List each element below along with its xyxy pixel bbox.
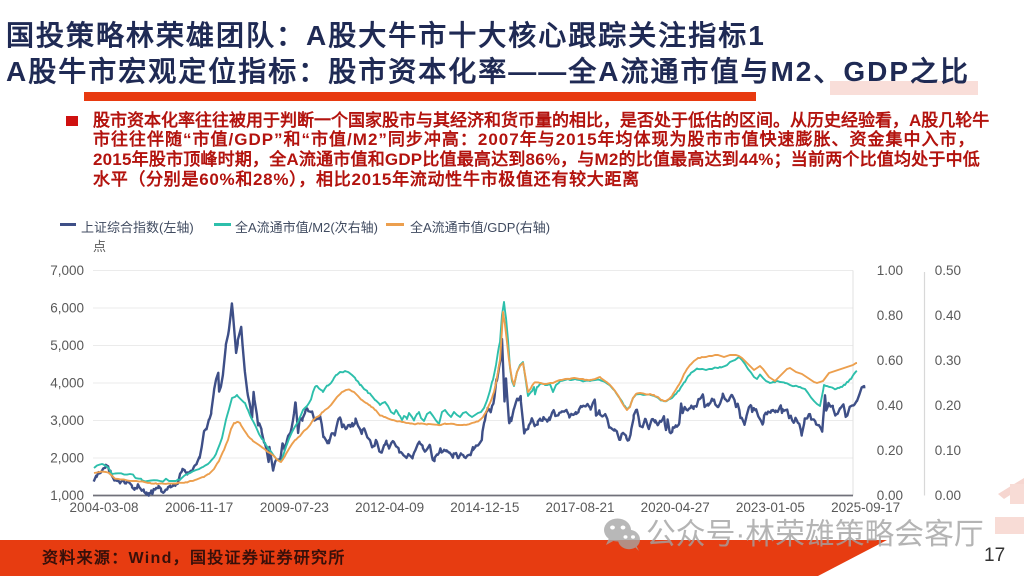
svg-text:2,000: 2,000 (50, 450, 84, 465)
svg-text:2017-08-21: 2017-08-21 (545, 500, 614, 515)
svg-text:3,000: 3,000 (50, 413, 84, 428)
svg-text:7,000: 7,000 (50, 263, 84, 278)
svg-text:0.00: 0.00 (877, 488, 903, 503)
svg-text:2023-01-05: 2023-01-05 (736, 500, 805, 515)
svg-text:0.00: 0.00 (935, 488, 961, 503)
svg-text:2004-03-08: 2004-03-08 (69, 500, 138, 515)
svg-text:0.40: 0.40 (935, 308, 961, 323)
svg-text:2014-12-15: 2014-12-15 (450, 500, 519, 515)
svg-text:0.20: 0.20 (877, 443, 903, 458)
svg-text:0.10: 0.10 (935, 443, 961, 458)
svg-text:2025-09-17: 2025-09-17 (831, 500, 900, 515)
svg-text:1,000: 1,000 (50, 488, 84, 503)
svg-text:2006-11-17: 2006-11-17 (165, 500, 233, 515)
svg-text:0.80: 0.80 (877, 308, 903, 323)
svg-text:点: 点 (93, 239, 106, 254)
svg-text:2020-04-27: 2020-04-27 (641, 500, 710, 515)
svg-text:0.50: 0.50 (935, 263, 961, 278)
svg-text:4,000: 4,000 (50, 375, 84, 390)
svg-text:1.00: 1.00 (877, 263, 903, 278)
svg-text:6,000: 6,000 (50, 300, 84, 315)
svg-text:0.40: 0.40 (877, 398, 903, 413)
svg-text:2009-07-23: 2009-07-23 (260, 500, 329, 515)
svg-text:0.20: 0.20 (935, 398, 961, 413)
svg-text:0.60: 0.60 (877, 353, 903, 368)
svg-text:2012-04-09: 2012-04-09 (355, 500, 424, 515)
svg-text:0.30: 0.30 (935, 353, 961, 368)
svg-text:5,000: 5,000 (50, 338, 84, 353)
